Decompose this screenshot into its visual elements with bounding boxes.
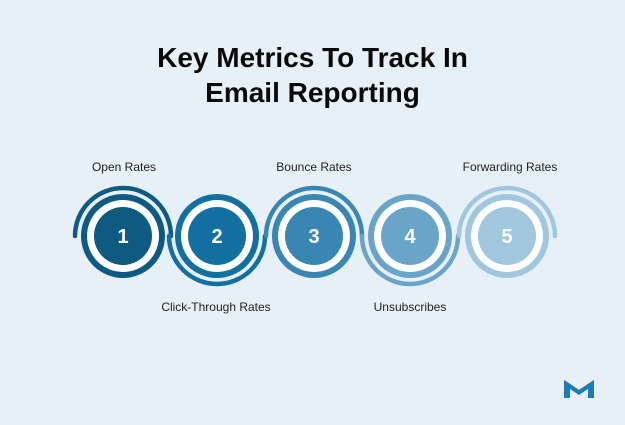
step-2-arc: [166, 233, 268, 287]
step-5-label: Forwarding Rates: [462, 160, 558, 174]
step-1: 1: [72, 185, 174, 278]
step-5-inner-disc: [478, 207, 536, 265]
step-1-number: 1: [117, 226, 128, 248]
title-line-1: Key Metrics To Track In: [157, 42, 468, 73]
step-1-arc: [72, 185, 174, 239]
step-4-inner-disc: [381, 207, 439, 265]
step-3-number: 3: [308, 226, 319, 248]
step-5: 5: [456, 185, 558, 278]
step-5-arc: [456, 185, 558, 239]
step-5-number: 5: [501, 226, 512, 248]
step-2: 2: [166, 194, 268, 287]
step-4-arc: [359, 233, 461, 287]
step-2-label: Click-Through Rates: [161, 300, 271, 314]
step-3-inner-disc: [285, 207, 343, 265]
step-2-inner-disc: [188, 207, 246, 265]
step-1-inner-disc: [94, 207, 152, 265]
step-4-number: 4: [404, 226, 416, 248]
title-line-2: Email Reporting: [205, 77, 420, 108]
step-3-arc: [263, 185, 365, 239]
page-title: Key Metrics To Track In Email Reporting: [0, 40, 625, 110]
step-3-label: Bounce Rates: [276, 160, 352, 174]
step-1-label: Open Rates: [91, 160, 157, 174]
step-4-label: Unsubscribes: [373, 300, 447, 314]
step-2-number: 2: [211, 226, 222, 248]
step-4: 4: [359, 194, 461, 287]
step-3: 3: [263, 185, 365, 278]
m-logo-icon: [563, 378, 595, 398]
